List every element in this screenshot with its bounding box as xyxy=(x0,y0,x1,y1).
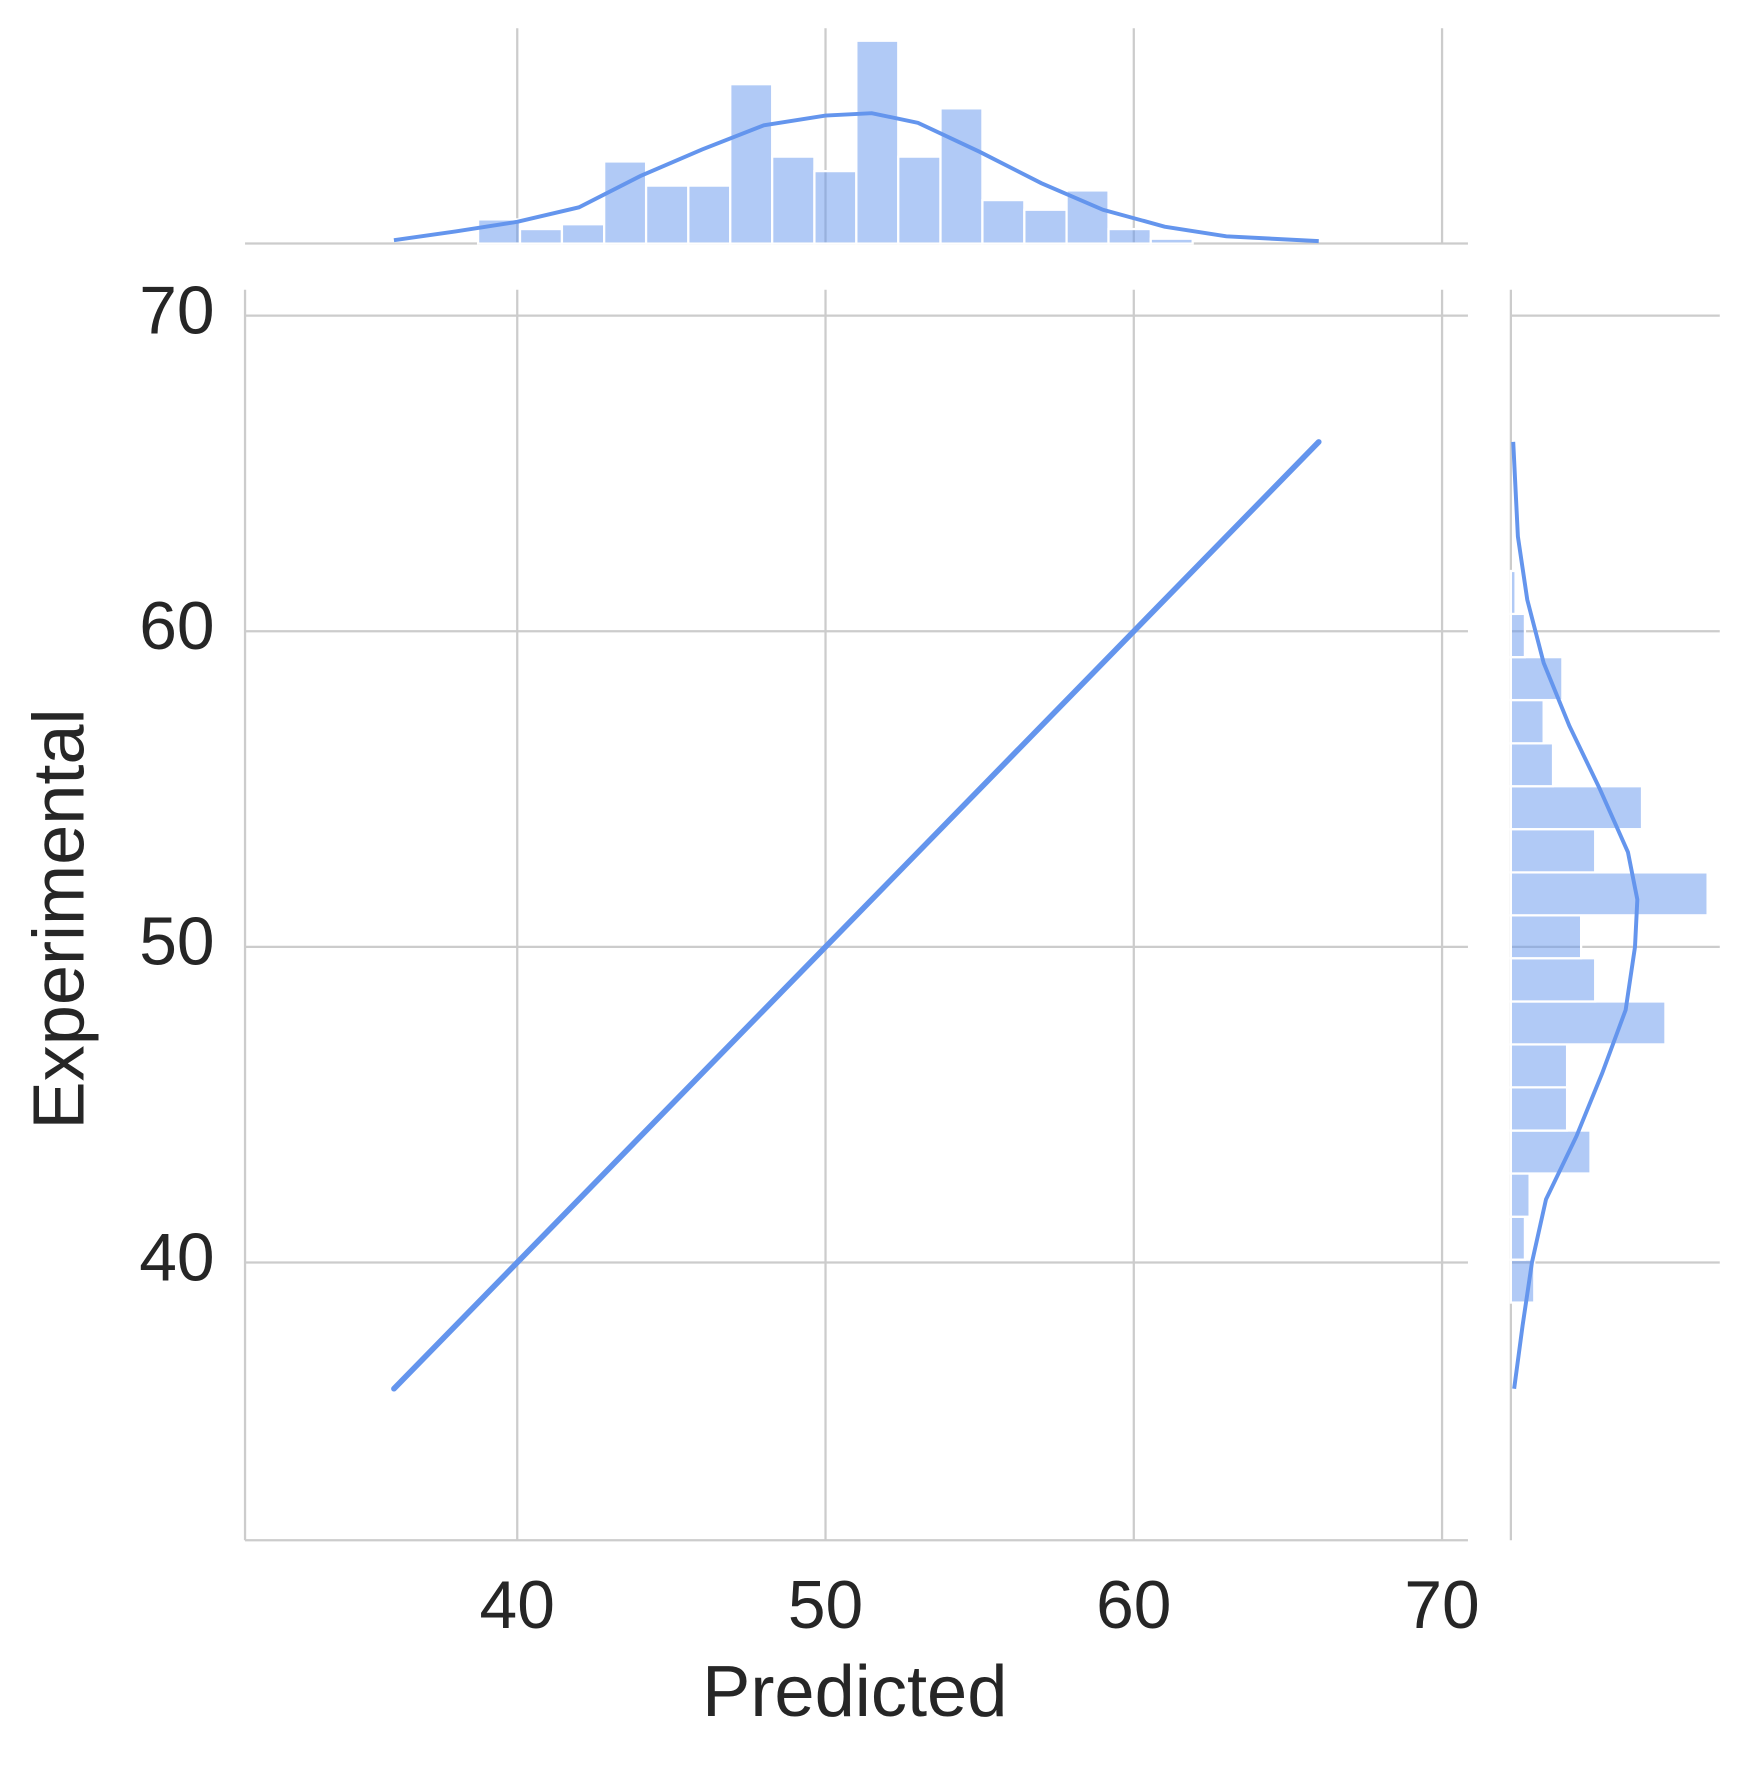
histogram-bar xyxy=(1509,785,1644,831)
histogram-bar xyxy=(518,227,564,245)
histogram-bar xyxy=(1509,914,1583,960)
histogram-bar xyxy=(644,184,690,245)
histogram-bar xyxy=(897,155,942,245)
histogram-bar xyxy=(855,39,900,245)
histogram-bar xyxy=(1509,1129,1592,1175)
data-line xyxy=(391,439,1322,1392)
histogram-bar xyxy=(981,198,1026,245)
histogram-bar xyxy=(1509,957,1597,1003)
histogram-bar xyxy=(687,184,732,245)
x-tick-label: 50 xyxy=(788,1568,863,1643)
histogram-bar xyxy=(603,160,648,245)
histogram-bar xyxy=(1107,227,1152,245)
histogram-bar xyxy=(1509,1215,1527,1261)
histogram-bar xyxy=(771,155,816,245)
y-tick-label: 40 xyxy=(139,1220,214,1295)
y-tick-label: 70 xyxy=(139,274,214,349)
histogram-bar xyxy=(1023,208,1068,245)
kde-curve xyxy=(1511,441,1640,1390)
y-tick-label: 60 xyxy=(139,589,214,664)
histogram-bar xyxy=(560,223,606,245)
x-tick-label: 60 xyxy=(1096,1568,1171,1643)
histogram-bar xyxy=(1065,189,1110,245)
x-tick-label: 70 xyxy=(1404,1568,1479,1643)
histogram-bar xyxy=(729,83,774,245)
histogram-bar xyxy=(1149,237,1194,245)
y-tick-label: 50 xyxy=(139,905,214,980)
kde-curve xyxy=(393,111,1319,244)
histogram-bar xyxy=(1509,569,1517,616)
x-tick-label: 40 xyxy=(480,1568,555,1643)
y-axis-label: Experimental xyxy=(19,708,99,1129)
histogram-bar xyxy=(1509,871,1709,917)
histogram-bar xyxy=(939,107,984,245)
histogram-bar xyxy=(1509,1000,1667,1046)
histogram-bar xyxy=(1509,698,1545,745)
histogram-bar xyxy=(1509,1172,1531,1218)
histogram-bar xyxy=(1509,612,1527,659)
histogram-bar xyxy=(1509,828,1597,874)
histogram-bar xyxy=(1509,1043,1569,1089)
histogram-bar xyxy=(1509,742,1555,788)
x-axis-label: Predicted xyxy=(702,1652,1007,1732)
histogram-bar xyxy=(813,169,858,245)
histogram-bar xyxy=(1509,1086,1569,1132)
